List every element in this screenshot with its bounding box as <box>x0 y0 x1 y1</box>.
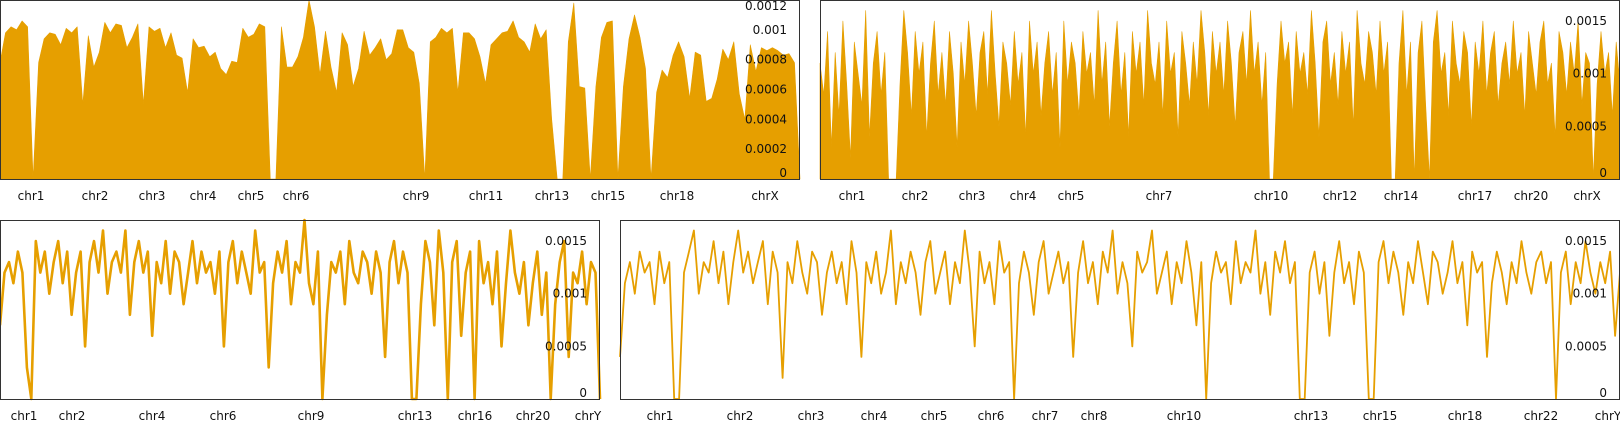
chromosome-label: chr20 <box>516 409 550 423</box>
plot-frame <box>0 0 800 180</box>
chromosome-label: chr22 <box>1524 409 1558 423</box>
panel-top-left: 0 0.0002 0.0004 0.0006 0.0008 0.001 0.0012 chr1… <box>0 0 801 203</box>
chromosome-label: chr1 <box>647 409 674 423</box>
chromosome-label: chr13 <box>535 189 569 203</box>
plot-frame <box>0 220 600 400</box>
y-tick-label: 0.001 <box>553 287 587 301</box>
chromosome-label: chr3 <box>798 409 825 423</box>
chromosome-label: chr10 <box>1254 189 1288 203</box>
y-tick-label: 0.0008 <box>745 53 787 67</box>
chromosome-label: chr6 <box>978 409 1005 423</box>
chromosome-label: chr5 <box>238 189 265 203</box>
chromosome-label: chr18 <box>1448 409 1482 423</box>
y-tick-label: 0.0005 <box>545 339 587 353</box>
chromosome-label: chr13 <box>398 409 432 423</box>
y-tick-label: 0.0002 <box>745 142 787 156</box>
chromosome-label: chr6 <box>210 409 237 423</box>
chromosome-label: chr18 <box>660 189 694 203</box>
chromosome-label: chr3 <box>959 189 986 203</box>
chromosome-label: chr2 <box>902 189 929 203</box>
chromosome-label: chrY <box>575 409 602 423</box>
chromosome-label: chr5 <box>1058 189 1085 203</box>
chromosome-label: chr11 <box>469 189 503 203</box>
series-area <box>0 0 801 180</box>
chromosome-label: chr15 <box>1363 409 1397 423</box>
panel-top-right: 0 0.0005 0.001 0.0015 chr1 chr2 chr3 chr4 chr5 ch… <box>819 0 1620 203</box>
chromosome-label: chr8 <box>1081 409 1108 423</box>
series-line <box>619 229 1620 400</box>
y-tick-label: 0 <box>579 386 587 400</box>
chromosome-label: chr4 <box>861 409 888 423</box>
chromosome-label: chr2 <box>82 189 109 203</box>
y-tick-label: 0.001 <box>1573 287 1607 301</box>
chromosome-label: chr5 <box>921 409 948 423</box>
chromosome-label: chr1 <box>11 409 38 423</box>
chromosome-label: chr12 <box>1323 189 1357 203</box>
chromosome-label: chr4 <box>190 189 217 203</box>
chromosome-label: chr4 <box>1010 189 1037 203</box>
chromosome-label: chr7 <box>1032 409 1059 423</box>
chromosome-label: chr6 <box>283 189 310 203</box>
chromosome-label: chr1 <box>18 189 45 203</box>
chromosome-label: chr2 <box>727 409 754 423</box>
chromosome-label: chr9 <box>298 409 325 423</box>
y-tick-label: 0.0006 <box>745 83 787 97</box>
y-tick-label: 0.0015 <box>1565 14 1607 28</box>
y-tick-label: 0.0012 <box>745 0 787 13</box>
chromosome-label: chr2 <box>59 409 86 423</box>
y-tick-label: 0.0015 <box>545 234 587 248</box>
chromosome-label: chrX <box>751 189 778 203</box>
series-line <box>0 218 602 401</box>
chromosome-label: chr7 <box>1146 189 1173 203</box>
y-tick-label: 0.001 <box>753 23 787 37</box>
y-tick-label: 0.0015 <box>1565 234 1607 248</box>
chromosome-label: chr16 <box>458 409 492 423</box>
chromosome-label: chr20 <box>1514 189 1548 203</box>
y-tick-label: 0.001 <box>1573 67 1607 81</box>
chromosome-label: chr13 <box>1294 409 1328 423</box>
y-tick-label: 0.0004 <box>745 112 787 126</box>
chromosome-label: chr17 <box>1458 189 1492 203</box>
chromosome-label: chr9 <box>403 189 430 203</box>
y-tick-label: 0.0005 <box>1565 119 1607 133</box>
chromosome-label: chrX <box>1573 189 1600 203</box>
panel-bottom-right: 0 0.0005 0.001 0.0015 chr1 chr2 chr3 chr4 chr5 ch… <box>619 220 1620 423</box>
plot-frame <box>620 220 1620 400</box>
chromosome-label: chr14 <box>1384 189 1418 203</box>
y-tick-label: 0 <box>779 166 787 180</box>
chromosome-label: chr3 <box>139 189 166 203</box>
chromosome-label: chr10 <box>1167 409 1201 423</box>
chromosome-label: chrY <box>1595 409 1620 423</box>
chromosome-label: chr1 <box>839 189 866 203</box>
chromosome-label: chr15 <box>591 189 625 203</box>
y-tick-label: 0 <box>1599 386 1607 400</box>
series-area <box>819 10 1620 180</box>
y-tick-label: 0.0005 <box>1565 339 1607 353</box>
chromosome-label: chr4 <box>139 409 166 423</box>
panel-bottom-left: 0 0.0005 0.001 0.0015 chr1 chr2 chr4 chr6 chr9 ch… <box>0 218 602 423</box>
y-tick-label: 0 <box>1599 166 1607 180</box>
